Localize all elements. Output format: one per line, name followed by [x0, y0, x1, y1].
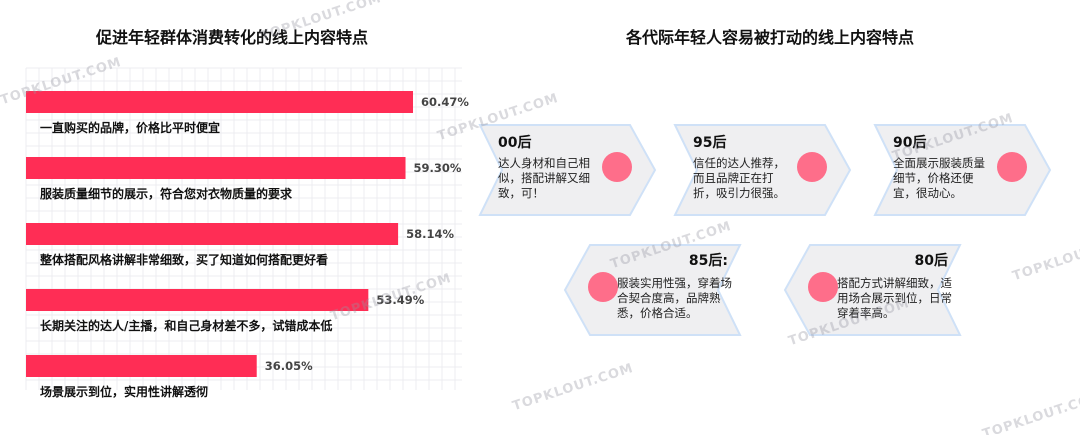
bar: [26, 355, 257, 377]
card-shape: [783, 244, 962, 336]
category-label: 整体搭配风格讲解非常细致，买了知道如何搭配更好看: [39, 252, 328, 267]
category-label: 场景展示到位，实用性讲解透彻: [40, 384, 208, 399]
card-dot-icon: [808, 272, 838, 302]
card-dot-icon: [797, 152, 827, 182]
bar: [26, 157, 406, 179]
bar-value-label: 53.49%: [376, 293, 424, 307]
card-generation-label: 90后: [893, 135, 927, 151]
category-label: 长期关注的达人/主播，和自己身材差不多，试错成本低: [40, 318, 332, 333]
card-description: 服装实用性强，穿着场合契合度高，品牌熟悉，价格合适。: [617, 276, 732, 320]
card-dot-icon: [997, 152, 1027, 182]
category-label: 服装质量细节的展示，符合您对衣物质量的要求: [40, 186, 293, 201]
card-dot-icon: [602, 152, 632, 182]
bar: [26, 289, 369, 311]
card-description: 信任的达人推荐，而且品牌正在打折，吸引力很强。: [693, 156, 785, 200]
card-generation-label: 85后:: [688, 253, 728, 269]
bar-value-label: 60.47%: [421, 95, 469, 109]
card-90: 90后 全面展示服装质量细节，价格还便宜，很动心。: [873, 120, 1052, 220]
card-shape: [673, 124, 852, 216]
bar: [26, 223, 399, 245]
bar-value-label: 58.14%: [406, 227, 454, 241]
bar-value-label: 59.30%: [414, 161, 462, 175]
card-description: 达人身材和自己相似，搭配讲解又细致，可！: [498, 156, 590, 200]
cards-panel-title: 各代际年轻人容易被打动的线上内容特点: [626, 28, 915, 47]
watermark: TOPKLOUT.COM: [980, 388, 1080, 435]
card-95: 95后 信任的达人推荐，而且品牌正在打折，吸引力很强。: [673, 120, 852, 220]
bar-chart: 60.47% 一直购买的品牌，价格比平时便宜 59.30% 服装质量细节的展示，符合您…: [25, 67, 469, 399]
watermark: TOPKLOUT.COM: [510, 360, 636, 415]
card-shape: [478, 124, 657, 216]
chart-title: 促进年轻群体消费转化的线上内容特点: [96, 28, 369, 47]
card-generation-label: 80后: [914, 253, 948, 269]
card-description: 搭配方式讲解细致，适用场合展示到位，日常穿着率高。: [837, 276, 952, 320]
card-generation-label: 95后: [693, 135, 727, 151]
card-description: 全面展示服装质量细节，价格还便宜，很动心。: [893, 156, 985, 200]
bar: [26, 91, 414, 113]
card-shape: [563, 244, 742, 336]
card-dot-icon: [588, 272, 618, 302]
card-00: 00后 达人身材和自己相似，搭配讲解又细致，可！: [478, 120, 657, 220]
card-80: 80后 搭配方式讲解细致，适用场合展示到位，日常穿着率高。: [783, 240, 962, 340]
card-generation-label: 00后: [498, 135, 532, 151]
bar-value-label: 36.05%: [265, 359, 313, 373]
card-85: 85后: 服装实用性强，穿着场合契合度高，品牌熟悉，价格合适。: [563, 240, 742, 340]
card-shape: [873, 124, 1052, 216]
category-label: 一直购买的品牌，价格比平时便宜: [40, 120, 220, 135]
watermark: TOPKLOUT.COM: [1010, 230, 1080, 285]
